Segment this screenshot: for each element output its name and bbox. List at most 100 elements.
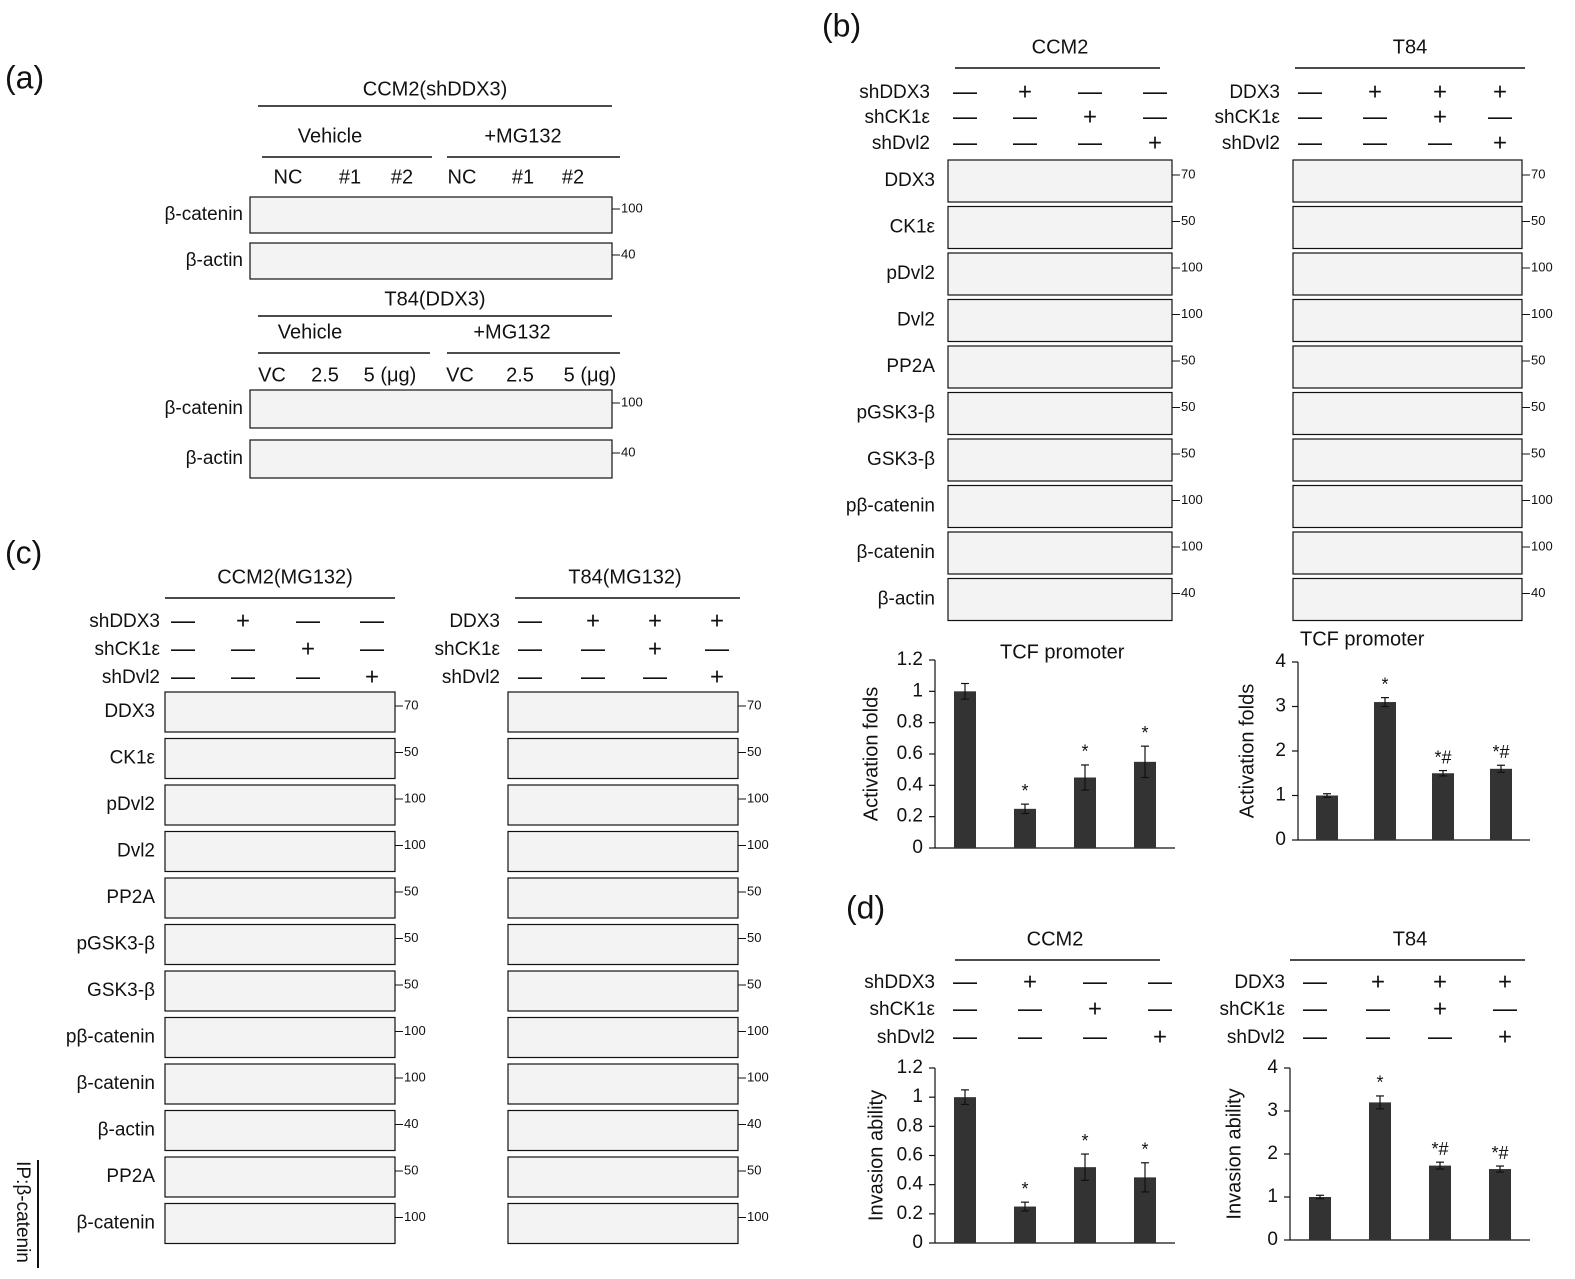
blot [164, 691, 396, 733]
treatment-label: shDDX3 [89, 611, 160, 632]
blot [947, 391, 1173, 436]
y-tick-label: 0 [912, 837, 923, 858]
marker-label: 50 [1181, 445, 1195, 460]
condition-label: +MG132 [484, 125, 561, 147]
bar [1134, 1177, 1156, 1243]
significance-label: * [1141, 1140, 1148, 1160]
treatment-sign: — [1303, 968, 1327, 995]
treatment-sign: — [296, 607, 320, 634]
y-tick-label: 0.6 [897, 743, 923, 764]
y-tick-label: 0 [1275, 829, 1286, 850]
blot [164, 877, 396, 919]
bar [1014, 1206, 1036, 1243]
blot [947, 484, 1173, 529]
treatment-sign: — [171, 663, 195, 690]
treatment-sign: — [171, 635, 195, 662]
marker-label: 50 [747, 883, 761, 898]
treatment-sign: — [1013, 129, 1037, 156]
group-title: CCM2(shDDX3) [363, 78, 507, 100]
significance-label: *# [1492, 742, 1509, 762]
treatment-sign: — [518, 635, 542, 662]
treatment-sign: + [1493, 129, 1507, 156]
treatment-sign: + [1498, 1023, 1512, 1050]
significance-label: *# [1434, 747, 1451, 767]
marker-label: 50 [1531, 213, 1545, 228]
bar [1074, 777, 1096, 848]
group-title: T84(MG132) [568, 566, 681, 588]
y-tick-label: 0.6 [897, 1145, 923, 1166]
blot [947, 531, 1173, 575]
panel-label: (d) [846, 889, 885, 925]
blot [249, 242, 613, 280]
treatment-sign: — [581, 663, 605, 690]
marker-label: 100 [747, 1023, 769, 1038]
marker-label: 100 [747, 790, 769, 805]
group-title: T84 [1393, 36, 1427, 58]
blot-label: β-actin [98, 1120, 155, 1141]
treatment-sign: + [1083, 103, 1097, 130]
blot [507, 830, 739, 873]
blot [164, 970, 396, 1012]
bar [1432, 773, 1454, 840]
marker-label: 70 [1531, 166, 1545, 181]
blot [1292, 531, 1523, 575]
blot [1292, 205, 1523, 250]
blot [507, 970, 739, 1012]
blot [507, 691, 739, 733]
marker-label: 40 [747, 1116, 761, 1131]
bar [1134, 761, 1156, 848]
treatment-sign: — [1018, 995, 1042, 1022]
blot-label: β-catenin [856, 542, 935, 563]
treatment-sign: + [1493, 78, 1507, 105]
treatment-sign: — [1366, 1023, 1390, 1050]
blot-label: CK1ε [110, 748, 156, 769]
significance-label: * [1021, 781, 1028, 801]
marker-label: 100 [1181, 492, 1203, 507]
blot [164, 784, 396, 826]
treatment-label: shDDX3 [859, 82, 930, 103]
marker-label: 100 [404, 1069, 426, 1084]
lane-label: VC [446, 364, 474, 386]
treatment-sign: — [1303, 1023, 1327, 1050]
treatment-sign: — [1298, 78, 1322, 105]
treatment-sign: — [1143, 103, 1167, 130]
blot [947, 205, 1173, 250]
treatment-sign: — [581, 635, 605, 662]
treatment-sign: — [518, 663, 542, 690]
group-title: CCM2 [1032, 36, 1089, 58]
treatment-sign: + [710, 607, 724, 634]
treatment-label: DDX3 [449, 611, 500, 632]
marker-label: 100 [747, 1209, 769, 1224]
marker-label: 50 [747, 976, 761, 991]
treatment-sign: — [231, 663, 255, 690]
treatment-label: shDvl2 [1222, 133, 1280, 154]
treatment-sign: + [365, 663, 379, 690]
blot-label: GSK3-β [867, 449, 935, 470]
blot [507, 784, 739, 826]
blot [1292, 484, 1523, 529]
treatment-sign: — [953, 1023, 977, 1050]
blot [1292, 345, 1523, 389]
blot [947, 298, 1173, 343]
marker-label: 100 [404, 1209, 426, 1224]
bar [954, 691, 976, 848]
y-tick-label: 2 [1267, 1143, 1278, 1164]
blot-label: GSK3-β [87, 980, 155, 1001]
significance-label: * [1021, 1179, 1028, 1199]
treatment-sign: — [1148, 968, 1172, 995]
y-tick-label: 0 [1267, 1229, 1278, 1250]
treatment-sign: + [1433, 78, 1447, 105]
treatment-sign: + [1433, 995, 1447, 1022]
y-tick-label: 1 [912, 680, 923, 701]
bar [1374, 702, 1396, 840]
treatment-sign: + [1023, 968, 1037, 995]
bar [1014, 808, 1036, 848]
treatment-sign: — [1083, 1023, 1107, 1050]
marker-label: 100 [1181, 259, 1203, 274]
marker-label: 100 [1531, 306, 1553, 321]
blot-label: β-actin [186, 250, 243, 271]
marker-label: 50 [1181, 352, 1195, 367]
blot [507, 1109, 739, 1152]
treatment-sign: + [1498, 968, 1512, 995]
treatment-sign: — [1298, 129, 1322, 156]
